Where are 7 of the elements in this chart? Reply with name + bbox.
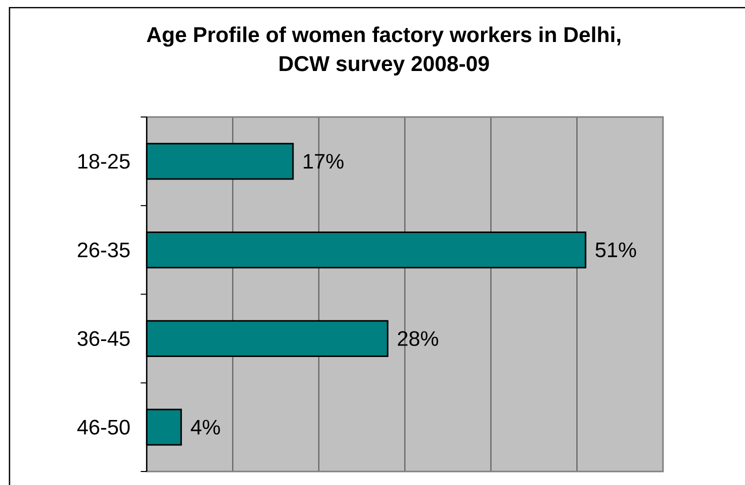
data-label: 51% bbox=[596, 242, 636, 258]
y-tick-label: 18-25 bbox=[78, 154, 130, 169]
y-tick-label: 46-50 bbox=[77, 420, 130, 435]
y-tick-label: 26-35 bbox=[78, 242, 130, 258]
y-tick-label: 36-45 bbox=[78, 331, 130, 346]
chart-title: Age Profile of women factory workers in Delhi, DCW survey 2008-09 bbox=[146, 26, 620, 76]
data-label: 4% bbox=[190, 420, 220, 435]
